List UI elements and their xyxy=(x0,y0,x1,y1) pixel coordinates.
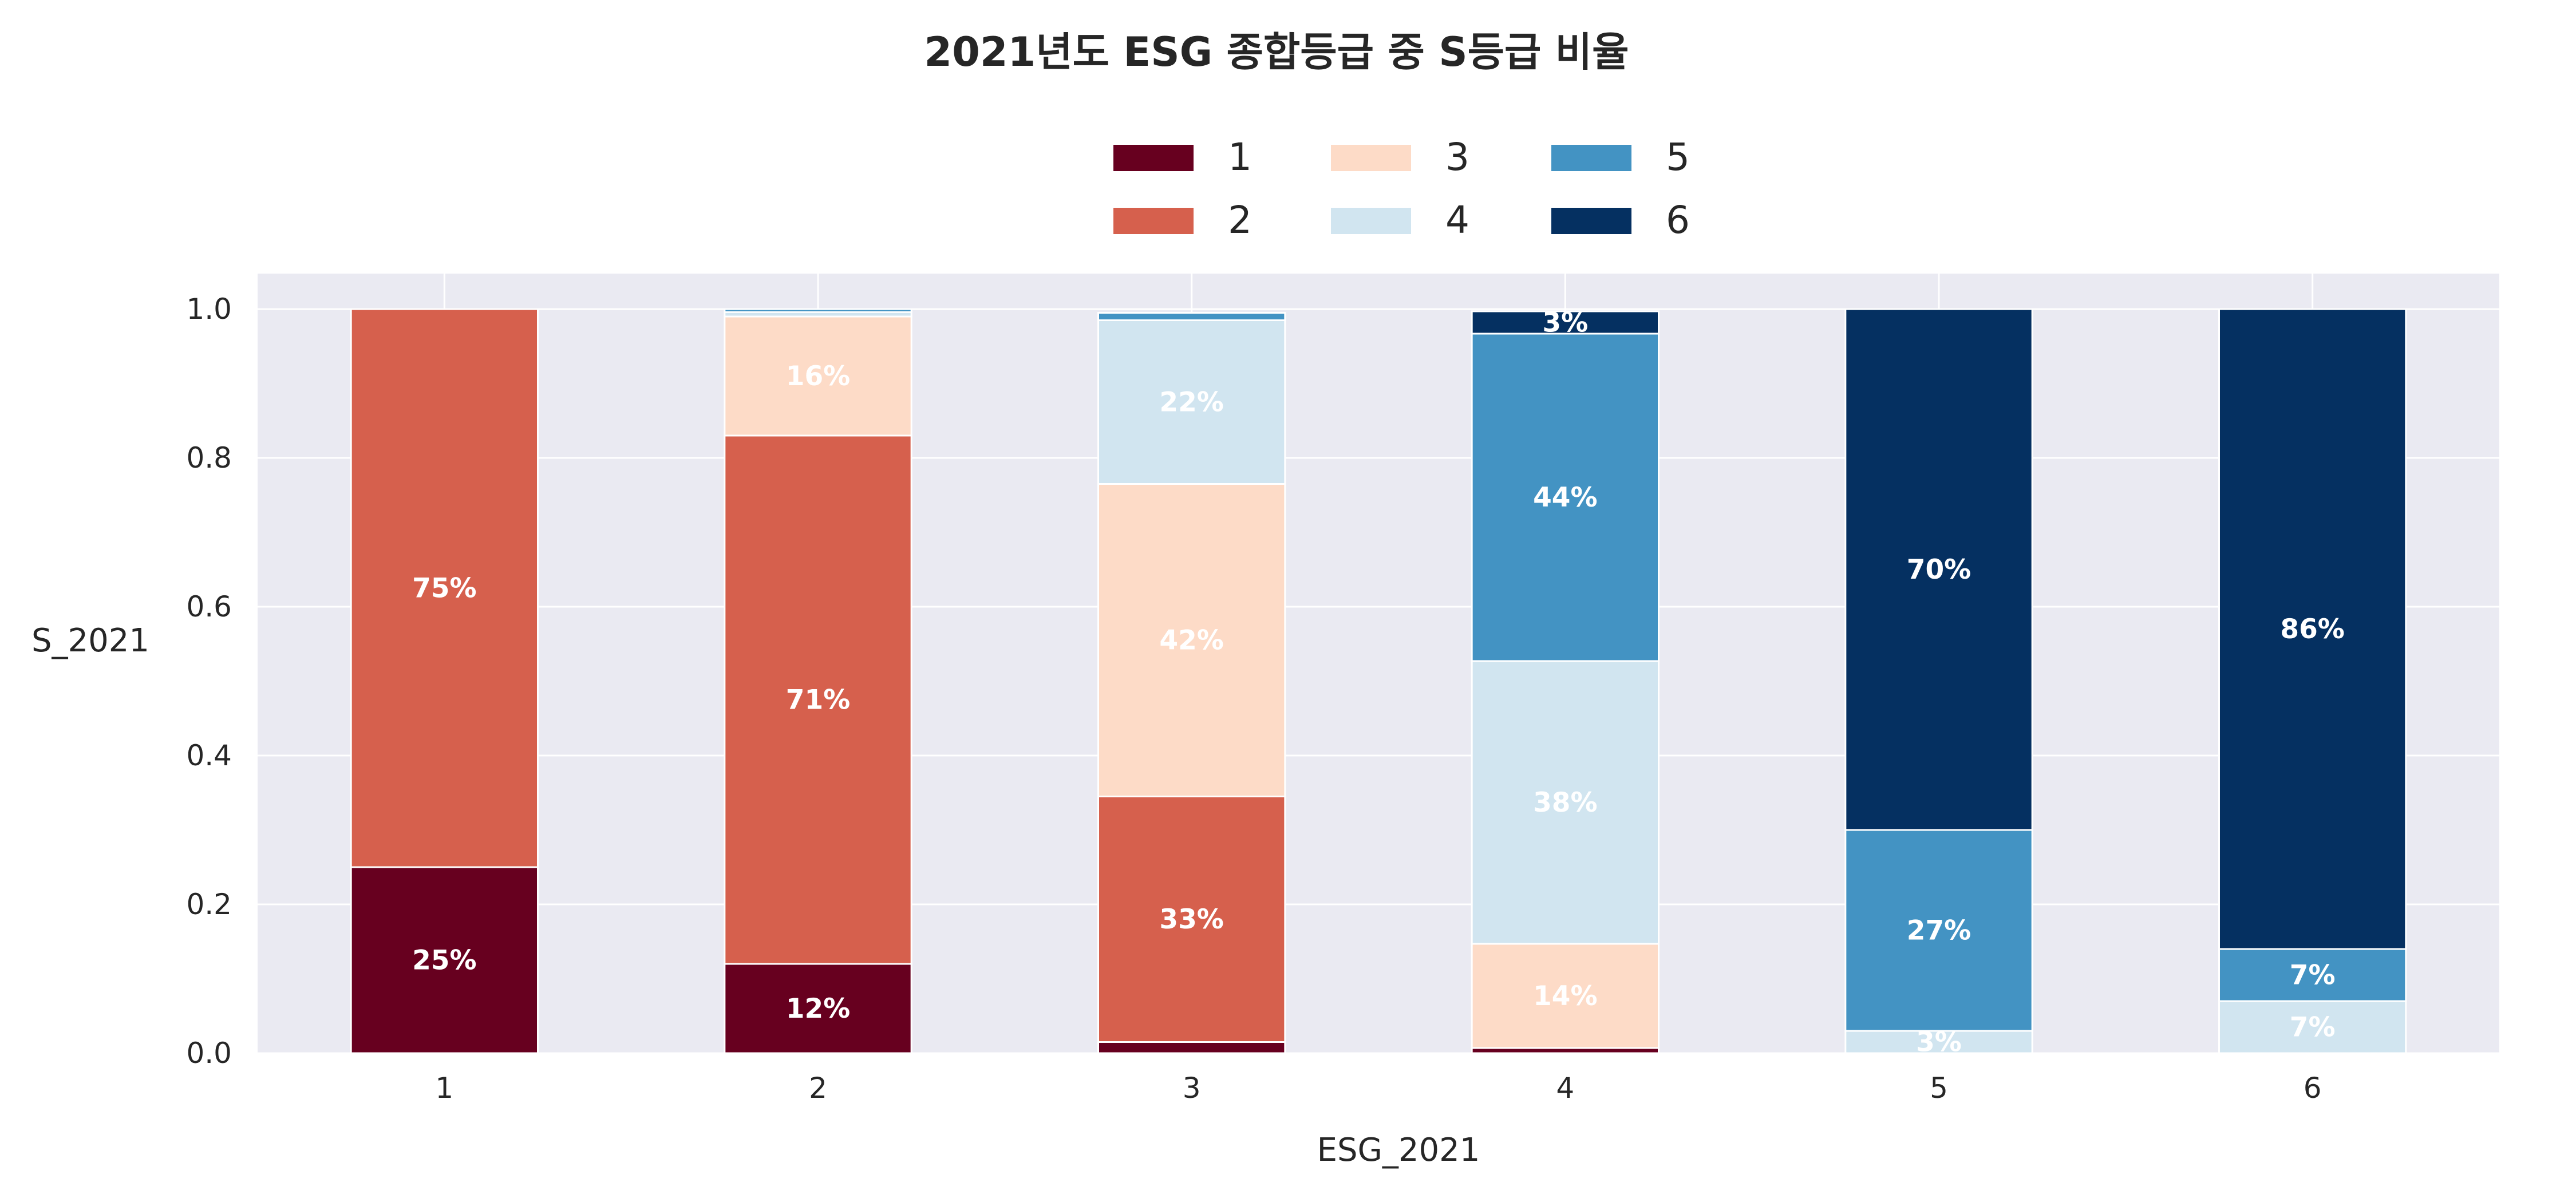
data-label-4-series-4: 38% xyxy=(1533,787,1598,819)
data-label-2-series-3: 16% xyxy=(786,361,851,392)
x-tick-label: 2 xyxy=(809,1071,827,1105)
data-label-6-series-6: 86% xyxy=(2280,614,2345,645)
x-tick-label: 4 xyxy=(1556,1071,1574,1105)
bar-segment-5-series-6 xyxy=(1844,308,2033,831)
legend-label-1: 1 xyxy=(1228,135,1252,179)
y-tick-label: 0.2 xyxy=(186,888,232,921)
x-tick-label: 6 xyxy=(2304,1071,2322,1105)
bar-segment-6-series-5 xyxy=(2218,948,2407,1002)
bar-segment-3-series-2 xyxy=(1097,796,1286,1043)
bar-segment-3-series-1 xyxy=(1097,1041,1286,1054)
data-label-3-series-3: 42% xyxy=(1159,625,1224,657)
data-label-4-series-3: 14% xyxy=(1533,980,1598,1012)
y-tick-label: 0.0 xyxy=(186,1037,232,1070)
legend-swatch-1 xyxy=(1113,145,1194,171)
legend: 1 2 3 4 5 6 xyxy=(1113,135,1690,242)
bar-segment-1-series-2 xyxy=(350,308,539,868)
data-label-1-series-1: 25% xyxy=(412,945,477,976)
bar-segment-3-series-3 xyxy=(1097,483,1286,797)
data-label-2-series-1: 12% xyxy=(786,993,851,1025)
chart-title: 2021년도 ESG 종합등급 중 S등급 비율 xyxy=(924,29,1629,76)
x-tick-label: 5 xyxy=(1930,1071,1948,1105)
bar-segment-2-series-5 xyxy=(724,308,912,313)
legend-swatch-4 xyxy=(1331,208,1411,234)
x-tick-label: 3 xyxy=(1183,1071,1201,1105)
bar-segment-5-series-4 xyxy=(1844,1030,2033,1054)
bar-segment-5-series-5 xyxy=(1844,829,2033,1032)
data-label-4-series-5: 44% xyxy=(1533,482,1598,513)
bar-segment-1-series-1 xyxy=(350,866,539,1054)
bar-segment-4-series-4 xyxy=(1471,660,1660,945)
y-axis-ticks: 0.0 0.2 0.4 0.6 0.8 1.0 xyxy=(186,292,232,1070)
data-label-4-series-6: 3% xyxy=(1542,307,1588,338)
data-label-6-series-5: 7% xyxy=(2290,960,2336,991)
bar-segment-2-series-3 xyxy=(724,315,912,437)
data-label-3-series-4: 22% xyxy=(1159,387,1224,418)
y-tick-label: 0.8 xyxy=(186,441,232,475)
bar-segment-6-series-6 xyxy=(2218,308,2407,950)
data-labels: 25% 75% 12% 71% 16% 33% 42% 22% 14% 38% 44% 3% 3% 27%… xyxy=(412,307,2345,1058)
legend-swatch-2 xyxy=(1113,208,1194,234)
legend-label-5: 5 xyxy=(1666,135,1690,179)
legend-swatch-6 xyxy=(1551,208,1631,234)
bar-segment-4-series-3 xyxy=(1471,943,1660,1049)
data-label-2-series-2: 71% xyxy=(786,685,851,716)
legend-label-3: 3 xyxy=(1445,135,1469,179)
data-label-5-series-5: 27% xyxy=(1907,915,1971,947)
x-axis-label: ESG_2021 xyxy=(1317,1132,1480,1169)
bars xyxy=(350,308,2407,1054)
data-label-3-series-2: 33% xyxy=(1159,904,1224,935)
y-tick-label: 0.4 xyxy=(186,739,232,772)
legend-swatch-3 xyxy=(1331,145,1411,171)
y-axis-label: S_2021 xyxy=(31,622,149,659)
y-tick-label: 0.6 xyxy=(186,590,232,623)
y-tick-label: 1.0 xyxy=(186,292,232,326)
legend-swatch-5 xyxy=(1551,145,1631,171)
plot-area xyxy=(258,274,2499,1053)
bar-segment-3-series-4 xyxy=(1097,319,1286,485)
data-label-1-series-2: 75% xyxy=(412,573,477,604)
bar-segment-4-series-6 xyxy=(1471,310,1660,335)
legend-label-2: 2 xyxy=(1228,198,1252,242)
bar-segment-3-series-5 xyxy=(1097,312,1286,321)
data-label-6-series-4: 7% xyxy=(2290,1012,2336,1043)
data-label-5-series-4: 3% xyxy=(1916,1027,1962,1058)
data-label-5-series-6: 70% xyxy=(1907,554,1971,586)
x-axis-ticks: 1 2 3 4 5 6 xyxy=(435,1071,2321,1105)
legend-label-6: 6 xyxy=(1666,198,1690,242)
x-tick-label: 1 xyxy=(435,1071,453,1105)
legend-label-4: 4 xyxy=(1445,198,1469,242)
